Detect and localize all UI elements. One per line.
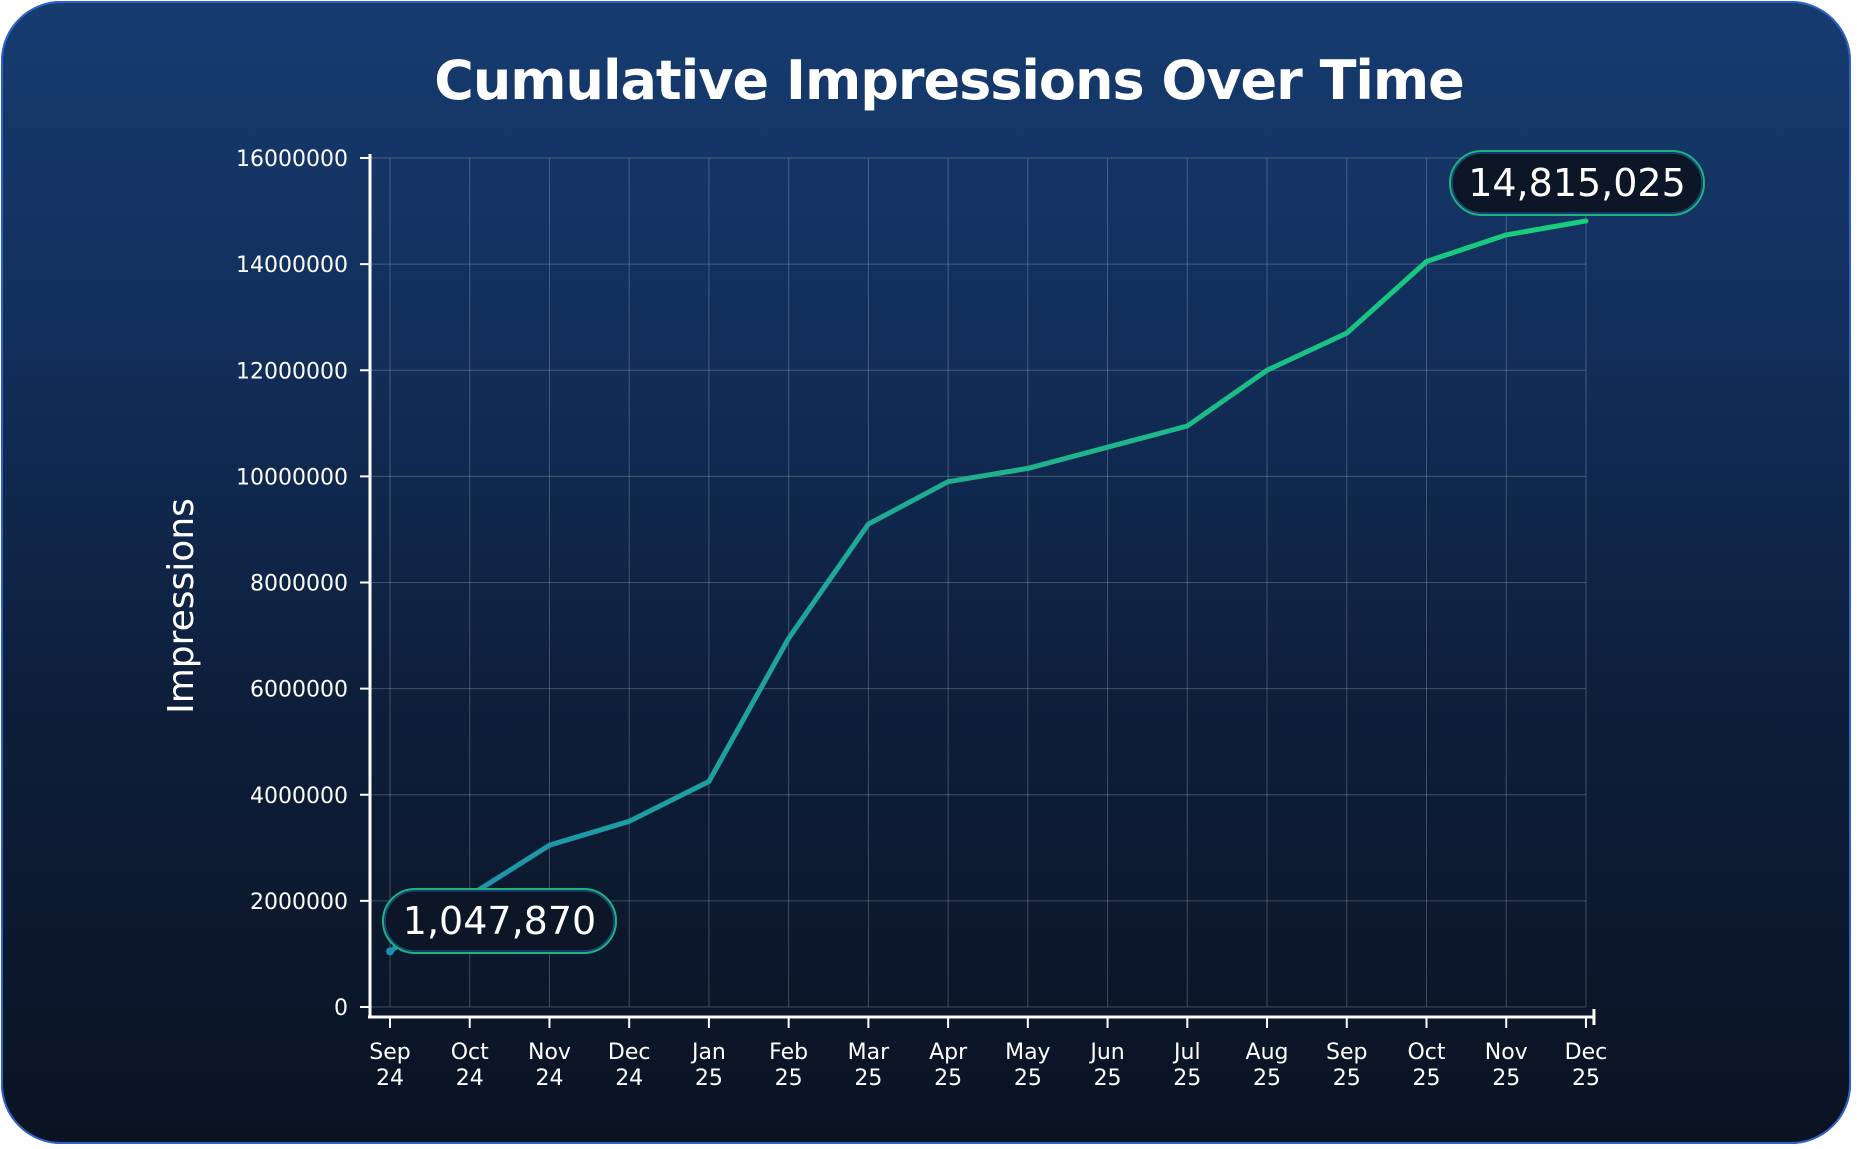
x-tick-label: Dec 25 xyxy=(1565,1040,1608,1091)
start-callout-bubble-inner xyxy=(384,890,615,952)
start-callout: 1,047,870 xyxy=(382,888,617,954)
start-point xyxy=(386,947,394,956)
y-tick-label: 16000000 xyxy=(236,147,348,172)
y-tick-label: 12000000 xyxy=(236,359,348,384)
x-ticks: Sep 24 Oct 24 Nov 24 Dec 24 Jan 25 Feb 25 Mar 25 Apr 25… xyxy=(369,1017,1607,1091)
series-line xyxy=(387,218,1589,954)
x-tick-label: Aug 25 xyxy=(1246,1040,1289,1091)
x-tick-label: Jan 25 xyxy=(690,1040,726,1091)
x-tick-label: Feb 25 xyxy=(769,1040,808,1091)
end-callout-text: 14,815,025 xyxy=(1468,161,1686,205)
axes xyxy=(368,154,1596,1025)
y-axis-label: Impressions xyxy=(161,498,202,714)
x-tick-label: Oct 24 xyxy=(451,1040,489,1091)
x-tick-label: Oct 25 xyxy=(1407,1040,1445,1091)
end-callout-bubble-inner xyxy=(1451,152,1703,214)
x-tick-label: Mar 25 xyxy=(848,1040,890,1091)
y-tick-label: 2000000 xyxy=(250,890,348,915)
x-tick-label: Sep 25 xyxy=(1326,1040,1367,1091)
x-tick-label: Jul 25 xyxy=(1172,1040,1201,1091)
y-tick-label: 6000000 xyxy=(250,678,348,703)
start-callout-text: 1,047,870 xyxy=(403,899,596,943)
x-tick-label: Apr 25 xyxy=(929,1040,968,1091)
chart-title: Cumulative Impressions Over Time xyxy=(434,49,1464,112)
callouts: 1,047,870 14,815,025 xyxy=(382,150,1705,954)
y-tick-label: 8000000 xyxy=(250,572,348,597)
y-tick-label: 14000000 xyxy=(236,253,348,278)
x-tick-label: Nov 25 xyxy=(1485,1040,1528,1091)
end-callout-bubble xyxy=(1449,150,1705,216)
series xyxy=(386,218,1589,956)
y-tick-label: 10000000 xyxy=(236,465,348,490)
y-tick-label: 0 xyxy=(334,996,348,1021)
y-ticks: 0 2000000 4000000 6000000 8000000 10000000 120… xyxy=(236,147,370,1021)
start-callout-bubble xyxy=(382,888,617,954)
x-tick-label: Dec 24 xyxy=(608,1040,651,1091)
x-tick-label: May 25 xyxy=(1005,1040,1050,1091)
y-tick-label: 4000000 xyxy=(250,784,348,809)
x-tick-label: Jun 25 xyxy=(1088,1040,1124,1091)
x-tick-label: Sep 24 xyxy=(369,1040,410,1091)
end-callout: 14,815,025 xyxy=(1449,150,1705,216)
x-tick-label: Nov 24 xyxy=(528,1040,571,1091)
grid xyxy=(370,157,1587,1008)
